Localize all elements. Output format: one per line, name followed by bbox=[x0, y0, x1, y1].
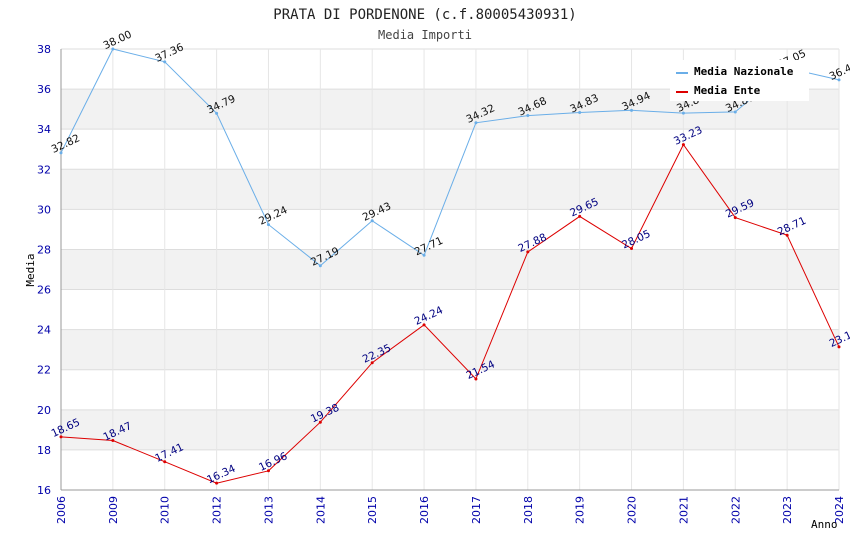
legend-label-media-nazionale: Media Nazionale bbox=[694, 65, 794, 78]
y-tick-label: 20 bbox=[37, 404, 51, 417]
x-tick-label: 2018 bbox=[522, 496, 535, 524]
legend-box bbox=[670, 60, 809, 101]
data-point-media-ente bbox=[785, 233, 789, 237]
data-point-media-nazionale bbox=[733, 110, 737, 114]
data-label-media-nazionale: 32.82 bbox=[50, 132, 82, 156]
data-label-media-ente: 28.05 bbox=[620, 228, 652, 252]
y-tick-label: 22 bbox=[37, 364, 51, 377]
x-tick-label: 2009 bbox=[107, 496, 120, 524]
data-point-media-ente bbox=[474, 377, 478, 381]
data-point-media-nazionale bbox=[266, 223, 270, 227]
legend: Media Nazionale Media Ente bbox=[670, 60, 809, 101]
data-point-media-ente bbox=[526, 250, 530, 254]
series-lines bbox=[59, 47, 841, 485]
plot-band bbox=[61, 329, 839, 370]
y-tick-label: 36 bbox=[37, 83, 51, 96]
series-line-media-ente bbox=[60, 143, 840, 484]
y-tick-label: 28 bbox=[37, 243, 51, 256]
data-point-media-ente bbox=[318, 420, 322, 424]
x-tick-label: 2021 bbox=[677, 496, 690, 524]
data-point-media-nazionale bbox=[370, 219, 374, 223]
data-point-media-ente bbox=[630, 246, 634, 250]
x-tick-label: 2010 bbox=[159, 496, 172, 524]
data-point-media-ente bbox=[578, 214, 582, 218]
x-tick-label: 2023 bbox=[781, 496, 794, 524]
y-tick-label: 16 bbox=[37, 484, 51, 497]
data-point-media-nazionale bbox=[318, 264, 322, 268]
data-point-media-nazionale bbox=[422, 253, 426, 257]
x-tick-labels: 2006 2009 2010 2012 2013 2014 2015 2016 2017 2018… bbox=[55, 496, 846, 524]
data-label-media-ente: 16.34 bbox=[205, 463, 238, 487]
x-tick-label: 2019 bbox=[574, 496, 587, 524]
gridlines bbox=[60, 48, 840, 491]
data-point-media-nazionale bbox=[630, 108, 634, 112]
data-point-media-ente bbox=[681, 143, 685, 147]
x-tick-label: 2017 bbox=[470, 496, 483, 524]
y-tick-label: 18 bbox=[37, 444, 51, 457]
x-tick-label: 2022 bbox=[729, 496, 742, 524]
plot-band bbox=[61, 249, 839, 290]
y-tick-label: 30 bbox=[37, 203, 51, 216]
y-tick-label: 32 bbox=[37, 163, 51, 176]
y-tick-label: 38 bbox=[37, 43, 51, 56]
data-label-media-ente: 16.96 bbox=[257, 450, 290, 474]
data-point-media-nazionale bbox=[578, 111, 582, 115]
x-tick-label: 2016 bbox=[418, 496, 431, 524]
x-tick-label: 2014 bbox=[314, 496, 327, 524]
data-point-media-nazionale bbox=[163, 60, 167, 64]
data-point-media-ente bbox=[837, 345, 841, 349]
data-point-media-ente bbox=[422, 323, 426, 327]
data-point-media-ente bbox=[111, 438, 115, 442]
data-point-media-ente bbox=[215, 481, 219, 485]
x-tick-label: 2012 bbox=[211, 496, 224, 524]
data-label-media-nazionale: 37.36 bbox=[153, 41, 186, 65]
plot-band bbox=[61, 409, 839, 450]
legend-label-media-ente: Media Ente bbox=[694, 84, 761, 97]
data-point-media-nazionale bbox=[681, 111, 685, 115]
y-tick-label: 24 bbox=[37, 324, 51, 337]
data-point-media-ente bbox=[370, 361, 374, 365]
x-tick-label: 2024 bbox=[833, 496, 846, 524]
data-point-media-nazionale bbox=[526, 114, 530, 118]
x-tick-label: 2020 bbox=[626, 496, 639, 524]
data-point-media-ente bbox=[59, 435, 63, 439]
plot-bands bbox=[61, 89, 839, 450]
chart-title: PRATA DI PORDENONE (c.f.80005430931) bbox=[273, 7, 576, 23]
data-point-media-ente bbox=[266, 469, 270, 473]
data-point-media-nazionale bbox=[215, 111, 219, 115]
x-tick-label: 2006 bbox=[55, 496, 68, 524]
data-point-media-nazionale bbox=[837, 78, 841, 82]
data-point-media-nazionale bbox=[111, 47, 115, 51]
series-line-media-nazionale bbox=[60, 48, 840, 267]
data-label-media-ente: 24.24 bbox=[413, 304, 446, 328]
chart-subtitle: Media Importi bbox=[378, 28, 472, 42]
data-point-media-ente bbox=[163, 460, 167, 464]
y-tick-labels: 16 18 20 22 24 26 28 30 32 34 36 38 bbox=[37, 43, 51, 497]
x-tick-label: 2013 bbox=[262, 496, 275, 524]
data-point-media-nazionale bbox=[474, 121, 478, 125]
y-tick-label: 34 bbox=[37, 123, 51, 136]
x-axis-label: Anno bbox=[811, 518, 838, 531]
y-axis-label: Media bbox=[24, 253, 37, 286]
data-point-media-ente bbox=[733, 216, 737, 220]
data-label-media-ente: 28.71 bbox=[776, 215, 808, 239]
data-point-media-nazionale bbox=[59, 151, 63, 155]
y-tick-label: 26 bbox=[37, 284, 51, 297]
x-tick-label: 2015 bbox=[366, 496, 379, 524]
